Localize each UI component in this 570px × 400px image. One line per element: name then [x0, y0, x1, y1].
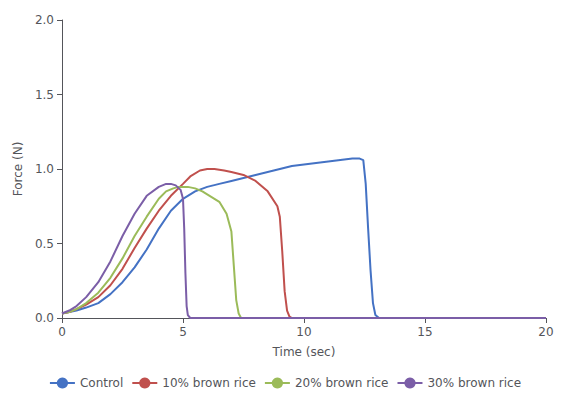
svg-text:0.0: 0.0: [35, 311, 54, 325]
svg-text:10: 10: [296, 325, 311, 339]
svg-text:0.5: 0.5: [35, 237, 54, 251]
svg-text:30% brown rice: 30% brown rice: [427, 376, 521, 390]
svg-text:15: 15: [417, 325, 432, 339]
svg-text:2.0: 2.0: [35, 13, 54, 27]
svg-text:5: 5: [179, 325, 187, 339]
svg-text:1.5: 1.5: [35, 88, 54, 102]
svg-text:20% brown rice: 20% brown rice: [295, 376, 389, 390]
svg-text:10% brown rice: 10% brown rice: [162, 376, 256, 390]
svg-text:Force (N): Force (N): [11, 142, 25, 197]
svg-text:Control: Control: [80, 376, 123, 390]
svg-text:Time (sec): Time (sec): [272, 345, 336, 359]
svg-text:1.0: 1.0: [35, 162, 54, 176]
svg-text:20: 20: [538, 325, 553, 339]
svg-text:0: 0: [58, 325, 66, 339]
